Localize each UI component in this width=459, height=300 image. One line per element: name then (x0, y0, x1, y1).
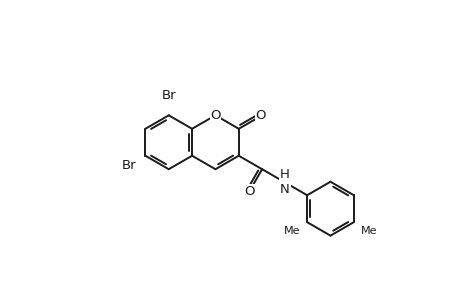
Text: Me: Me (283, 226, 300, 236)
Text: O: O (210, 109, 220, 122)
Text: Me: Me (360, 226, 376, 236)
Text: H
N: H N (280, 168, 289, 196)
Text: Br: Br (121, 159, 135, 172)
Text: O: O (244, 185, 254, 198)
Text: O: O (255, 110, 266, 122)
Text: Br: Br (161, 89, 176, 102)
